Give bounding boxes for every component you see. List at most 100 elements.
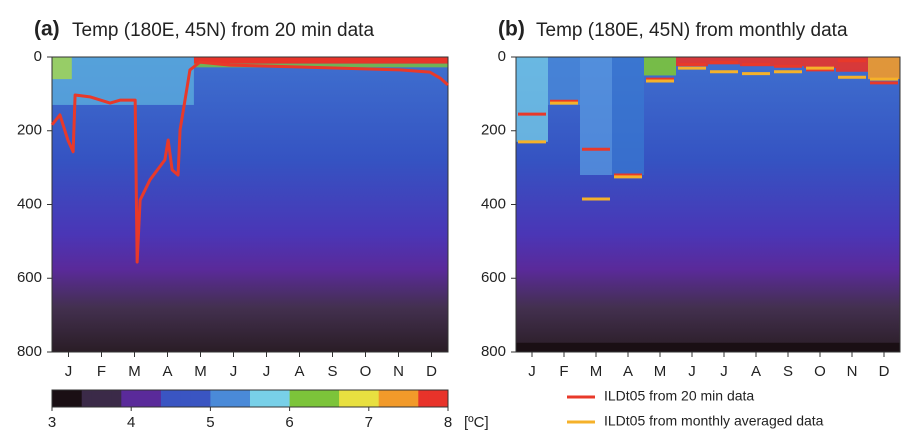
colorbar-step xyxy=(349,390,360,407)
colorbar-step xyxy=(339,390,350,407)
colorbar-step xyxy=(240,390,251,407)
colorbar-step xyxy=(190,390,201,407)
month-surface xyxy=(612,57,644,175)
colorbar-step xyxy=(180,390,192,407)
colorbar-step xyxy=(101,390,112,407)
warm-layer xyxy=(193,57,448,64)
colorbar-step xyxy=(170,390,182,407)
colorbar-step xyxy=(398,390,409,407)
month-surface xyxy=(580,57,612,175)
colorbar-step xyxy=(418,390,429,407)
x-tick-label: M xyxy=(128,363,141,380)
colorbar-tick-label: 8 xyxy=(444,414,452,431)
temperature-field xyxy=(52,57,448,352)
month-surface xyxy=(868,57,900,80)
colorbar-step xyxy=(121,390,132,407)
colorbar-step xyxy=(368,390,380,407)
deep-layer xyxy=(516,342,900,352)
colorbar-step xyxy=(81,390,93,407)
colorbar-tick-label: 4 xyxy=(127,414,135,431)
x-tick-label: S xyxy=(327,363,337,380)
x-tick-label: A xyxy=(623,363,633,380)
y-tick-label: 0 xyxy=(498,48,506,65)
colorbar-step xyxy=(61,390,73,407)
mixed-layer xyxy=(52,57,194,105)
colorbar-tick-label: 6 xyxy=(285,414,293,431)
panel-label: (b) xyxy=(498,18,525,41)
colorbar-step xyxy=(269,390,281,407)
colorbar-tick-label: 7 xyxy=(365,414,373,431)
colorbar-step xyxy=(329,390,340,407)
colorbar-step xyxy=(378,390,390,407)
x-tick-label: A xyxy=(162,363,172,380)
colorbar-label: [ºC] xyxy=(464,414,489,431)
month-surface xyxy=(772,57,804,67)
panel-title: Temp (180E, 45N) from monthly data xyxy=(536,20,848,41)
legend-label: ILDt05 from monthly averaged data xyxy=(604,413,824,429)
x-tick-label: A xyxy=(294,363,304,380)
x-tick-label: J xyxy=(263,363,271,380)
colorbar-step xyxy=(210,390,221,407)
colorbar-step xyxy=(388,390,399,407)
thermocline xyxy=(193,63,448,68)
month-surface xyxy=(740,57,772,67)
colorbar-step xyxy=(299,390,310,407)
legend-label: ILDt05 from 20 min data xyxy=(604,388,754,404)
colorbar-tick-label: 5 xyxy=(206,414,214,431)
colorbar-step xyxy=(309,390,320,407)
colorbar-step xyxy=(52,390,63,407)
x-tick-label: D xyxy=(426,363,437,380)
x-tick-label: J xyxy=(720,363,728,380)
x-tick-label: N xyxy=(393,363,404,380)
colorbar-step xyxy=(438,390,449,407)
colorbar-step xyxy=(250,390,261,407)
colorbar-step xyxy=(151,390,162,407)
colorbar-step xyxy=(220,390,231,407)
colorbar-step xyxy=(141,390,152,407)
x-tick-label: J xyxy=(65,363,73,380)
colorbar-step xyxy=(230,390,241,407)
colorbar-tick-label: 3 xyxy=(48,414,56,431)
x-tick-label: N xyxy=(847,363,858,380)
panel-title: Temp (180E, 45N) from 20 min data xyxy=(72,20,374,41)
colorbar-step xyxy=(160,390,172,407)
y-tick-label: 600 xyxy=(481,269,506,286)
colorbar-step xyxy=(131,390,142,407)
colorbar-step xyxy=(259,390,271,407)
month-surface xyxy=(804,57,836,69)
x-tick-label: J xyxy=(528,363,536,380)
x-tick-label: O xyxy=(360,363,372,380)
month-surface xyxy=(548,57,580,105)
colorbar-frame xyxy=(51,389,449,408)
y-tick-label: 200 xyxy=(481,122,506,139)
y-tick-label: 400 xyxy=(481,195,506,212)
x-tick-label: F xyxy=(97,363,106,380)
y-tick-label: 800 xyxy=(481,343,506,360)
x-tick-label: J xyxy=(230,363,238,380)
colorbar-step xyxy=(200,390,211,407)
month-surface xyxy=(708,57,740,65)
x-tick-label: M xyxy=(654,363,667,380)
colorbar-step xyxy=(408,390,419,407)
y-tick-label: 800 xyxy=(17,343,42,360)
x-tick-label: M xyxy=(590,363,603,380)
colorbar-step xyxy=(71,390,83,407)
colorbar-step xyxy=(279,390,291,407)
x-tick-label: A xyxy=(751,363,761,380)
x-tick-label: S xyxy=(783,363,793,380)
month-surface xyxy=(676,57,708,67)
colorbar-step xyxy=(111,390,122,407)
x-tick-label: M xyxy=(194,363,207,380)
y-tick-label: 0 xyxy=(34,48,42,65)
ild-line xyxy=(50,60,449,264)
x-tick-label: F xyxy=(559,363,568,380)
surface-layer xyxy=(52,57,72,80)
x-tick-label: J xyxy=(688,363,696,380)
month-surface xyxy=(516,57,548,142)
x-tick-label: O xyxy=(814,363,826,380)
month-surface xyxy=(644,57,676,76)
y-tick-label: 400 xyxy=(17,195,42,212)
y-tick-label: 600 xyxy=(17,269,42,286)
y-tick-label: 200 xyxy=(17,122,42,139)
